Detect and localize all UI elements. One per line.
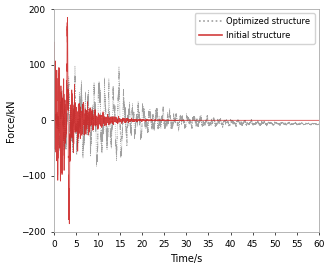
Line: Optimized structure: Optimized structure — [54, 66, 319, 166]
Initial structure — [91, 125, 95, 128]
Initial structure — [317, 119, 321, 122]
Optimized structure — [317, 122, 321, 125]
Initial structure — [121, 117, 125, 121]
Optimized structure — [213, 124, 217, 127]
Initial structure — [66, 101, 70, 104]
Initial structure — [52, 40, 56, 44]
Optimized structure — [66, 102, 70, 105]
Initial structure — [213, 119, 217, 122]
Initial structure — [67, 222, 71, 225]
Optimized structure — [191, 118, 195, 121]
Optimized structure — [73, 65, 77, 68]
Optimized structure — [52, 119, 56, 122]
Initial structure — [191, 119, 195, 122]
Y-axis label: Force/kN: Force/kN — [6, 99, 16, 141]
Legend: Optimized structure, Initial structure: Optimized structure, Initial structure — [195, 13, 314, 44]
Optimized structure — [121, 124, 125, 127]
Initial structure — [65, 16, 69, 19]
Line: Initial structure: Initial structure — [54, 18, 319, 224]
Optimized structure — [188, 119, 192, 123]
Optimized structure — [91, 120, 95, 123]
Optimized structure — [95, 165, 99, 168]
Initial structure — [188, 119, 192, 122]
X-axis label: Time/s: Time/s — [170, 254, 203, 264]
